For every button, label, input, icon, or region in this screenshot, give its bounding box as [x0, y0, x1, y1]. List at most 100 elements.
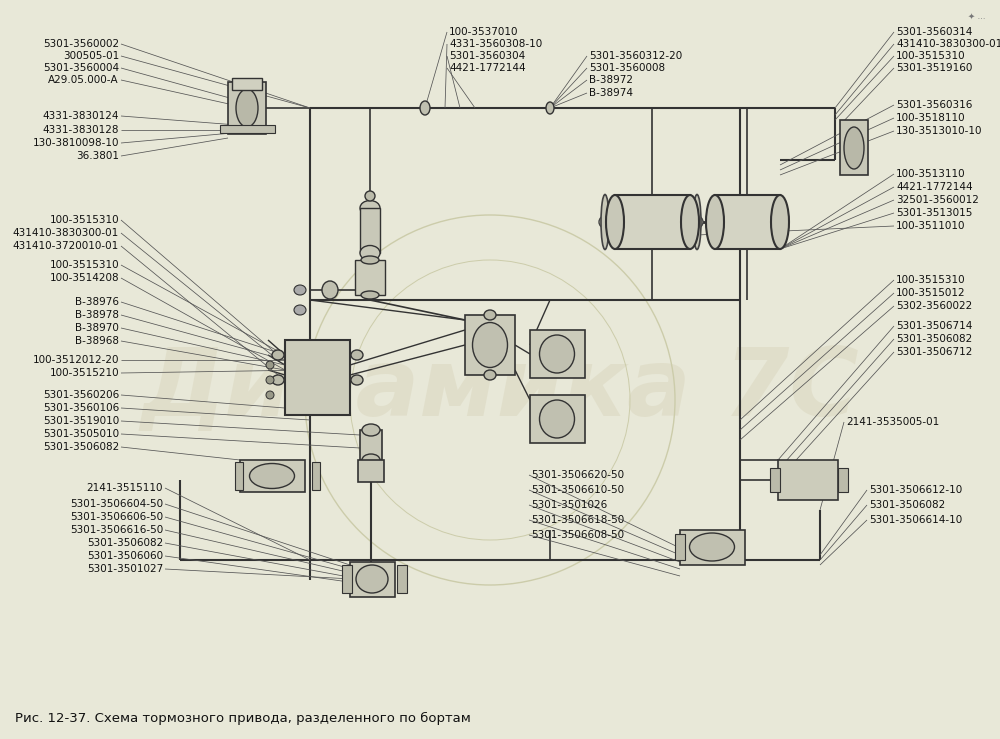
Text: В-38978: В-38978 — [75, 310, 119, 320]
Ellipse shape — [771, 195, 789, 249]
Text: 431410-3720010-01: 431410-3720010-01 — [13, 241, 119, 251]
Text: 5301-3501027: 5301-3501027 — [87, 564, 163, 574]
Ellipse shape — [362, 454, 380, 466]
Text: ✦ ...: ✦ ... — [968, 12, 985, 21]
Ellipse shape — [599, 216, 611, 228]
Text: 2141-3535005-01: 2141-3535005-01 — [846, 417, 939, 427]
Ellipse shape — [351, 350, 363, 360]
Bar — [240, 460, 305, 492]
Ellipse shape — [546, 102, 554, 114]
Text: 5301-3519160: 5301-3519160 — [896, 63, 972, 73]
Bar — [530, 395, 585, 443]
Ellipse shape — [266, 391, 274, 399]
Text: А29.05.000-А: А29.05.000-А — [48, 75, 119, 85]
Text: 130-3513010-10: 130-3513010-10 — [896, 126, 982, 136]
Text: 5301-3506712: 5301-3506712 — [896, 347, 972, 357]
Ellipse shape — [540, 400, 574, 438]
Bar — [312, 462, 320, 490]
Bar — [397, 565, 407, 593]
Ellipse shape — [484, 370, 496, 380]
Text: 4331-3830128: 4331-3830128 — [42, 125, 119, 135]
Text: 100-3537010: 100-3537010 — [449, 27, 518, 37]
Text: 100-3515012: 100-3515012 — [896, 288, 966, 298]
Text: 100-3515310: 100-3515310 — [49, 215, 119, 225]
Bar — [350, 562, 395, 597]
Bar — [232, 78, 262, 90]
Ellipse shape — [690, 533, 734, 561]
Ellipse shape — [250, 463, 294, 488]
Text: 100-3515310: 100-3515310 — [896, 275, 966, 285]
Ellipse shape — [272, 350, 284, 360]
Text: 5301-3506082: 5301-3506082 — [869, 500, 945, 510]
Text: 4421-1772144: 4421-1772144 — [896, 182, 973, 192]
Ellipse shape — [473, 322, 508, 367]
Text: 5301-3560304: 5301-3560304 — [449, 51, 525, 61]
Text: Рис. 12-37. Схема тормозного привода, разделенного по бортам: Рис. 12-37. Схема тормозного привода, ра… — [15, 712, 471, 725]
Ellipse shape — [272, 375, 284, 385]
Text: 431410-3830300-01: 431410-3830300-01 — [13, 228, 119, 238]
Text: 5301-3506082: 5301-3506082 — [87, 538, 163, 548]
Bar — [838, 468, 848, 492]
Bar — [360, 208, 380, 253]
Text: 5301-3506714: 5301-3506714 — [896, 321, 972, 331]
Ellipse shape — [294, 285, 306, 295]
Text: 5301-3560316: 5301-3560316 — [896, 100, 972, 110]
Ellipse shape — [266, 361, 274, 369]
Text: 100-3513110: 100-3513110 — [896, 169, 966, 179]
Text: 5301-3506612-10: 5301-3506612-10 — [869, 485, 962, 495]
Bar — [715, 195, 780, 249]
Text: 4331-3560308-10: 4331-3560308-10 — [449, 39, 542, 49]
Text: 5301-3506614-10: 5301-3506614-10 — [869, 515, 962, 525]
Ellipse shape — [356, 565, 388, 593]
Text: 5301-3506616-50: 5301-3506616-50 — [70, 525, 163, 535]
Text: Динамика 7С: Динамика 7С — [141, 344, 859, 436]
Bar — [530, 330, 585, 378]
Text: 100-3515310: 100-3515310 — [49, 260, 119, 270]
Text: 32501-3560012: 32501-3560012 — [896, 195, 979, 205]
Bar — [342, 565, 352, 593]
Text: 4331-3830124: 4331-3830124 — [42, 111, 119, 121]
Bar — [465, 315, 515, 375]
Text: 5301-3560314: 5301-3560314 — [896, 27, 972, 37]
Text: 5301-3513015: 5301-3513015 — [896, 208, 972, 218]
Text: 36.3801: 36.3801 — [76, 151, 119, 161]
Text: 5301-3560106: 5301-3560106 — [43, 403, 119, 413]
Ellipse shape — [266, 376, 274, 384]
Ellipse shape — [322, 281, 338, 299]
Bar — [778, 460, 838, 500]
Text: 100-3512012-20: 100-3512012-20 — [32, 355, 119, 365]
Bar — [605, 216, 695, 242]
Text: 5301-3506082: 5301-3506082 — [896, 334, 972, 344]
Text: 5301-3506620-50: 5301-3506620-50 — [531, 470, 624, 480]
Ellipse shape — [484, 310, 496, 320]
Bar — [220, 125, 275, 133]
Ellipse shape — [691, 216, 703, 228]
Text: 100-3515310: 100-3515310 — [896, 51, 966, 61]
Text: 5301-3560008: 5301-3560008 — [589, 63, 665, 73]
Text: 5301-3505010: 5301-3505010 — [43, 429, 119, 439]
Ellipse shape — [706, 195, 724, 249]
Bar — [228, 82, 266, 134]
Text: В-38972: В-38972 — [589, 75, 633, 85]
Text: В-38968: В-38968 — [75, 336, 119, 346]
Text: 130-3810098-10: 130-3810098-10 — [32, 138, 119, 148]
Text: 5301-3560002: 5301-3560002 — [43, 39, 119, 49]
Text: В-38970: В-38970 — [75, 323, 119, 333]
Text: 5301-3506608-50: 5301-3506608-50 — [531, 530, 624, 540]
Text: В-38976: В-38976 — [75, 297, 119, 307]
Ellipse shape — [361, 256, 379, 264]
Ellipse shape — [844, 127, 864, 169]
Bar — [770, 468, 780, 492]
Text: 100-3514208: 100-3514208 — [49, 273, 119, 283]
Ellipse shape — [360, 245, 380, 261]
Ellipse shape — [540, 335, 574, 373]
Text: 5301-3506082: 5301-3506082 — [43, 442, 119, 452]
Bar — [840, 120, 868, 175]
Bar — [675, 534, 685, 560]
Text: В-38974: В-38974 — [589, 88, 633, 98]
Ellipse shape — [606, 195, 624, 249]
Text: 431410-3830300-01: 431410-3830300-01 — [896, 39, 1000, 49]
Text: 100-3515210: 100-3515210 — [49, 368, 119, 378]
Bar — [615, 195, 690, 249]
Ellipse shape — [351, 375, 363, 385]
